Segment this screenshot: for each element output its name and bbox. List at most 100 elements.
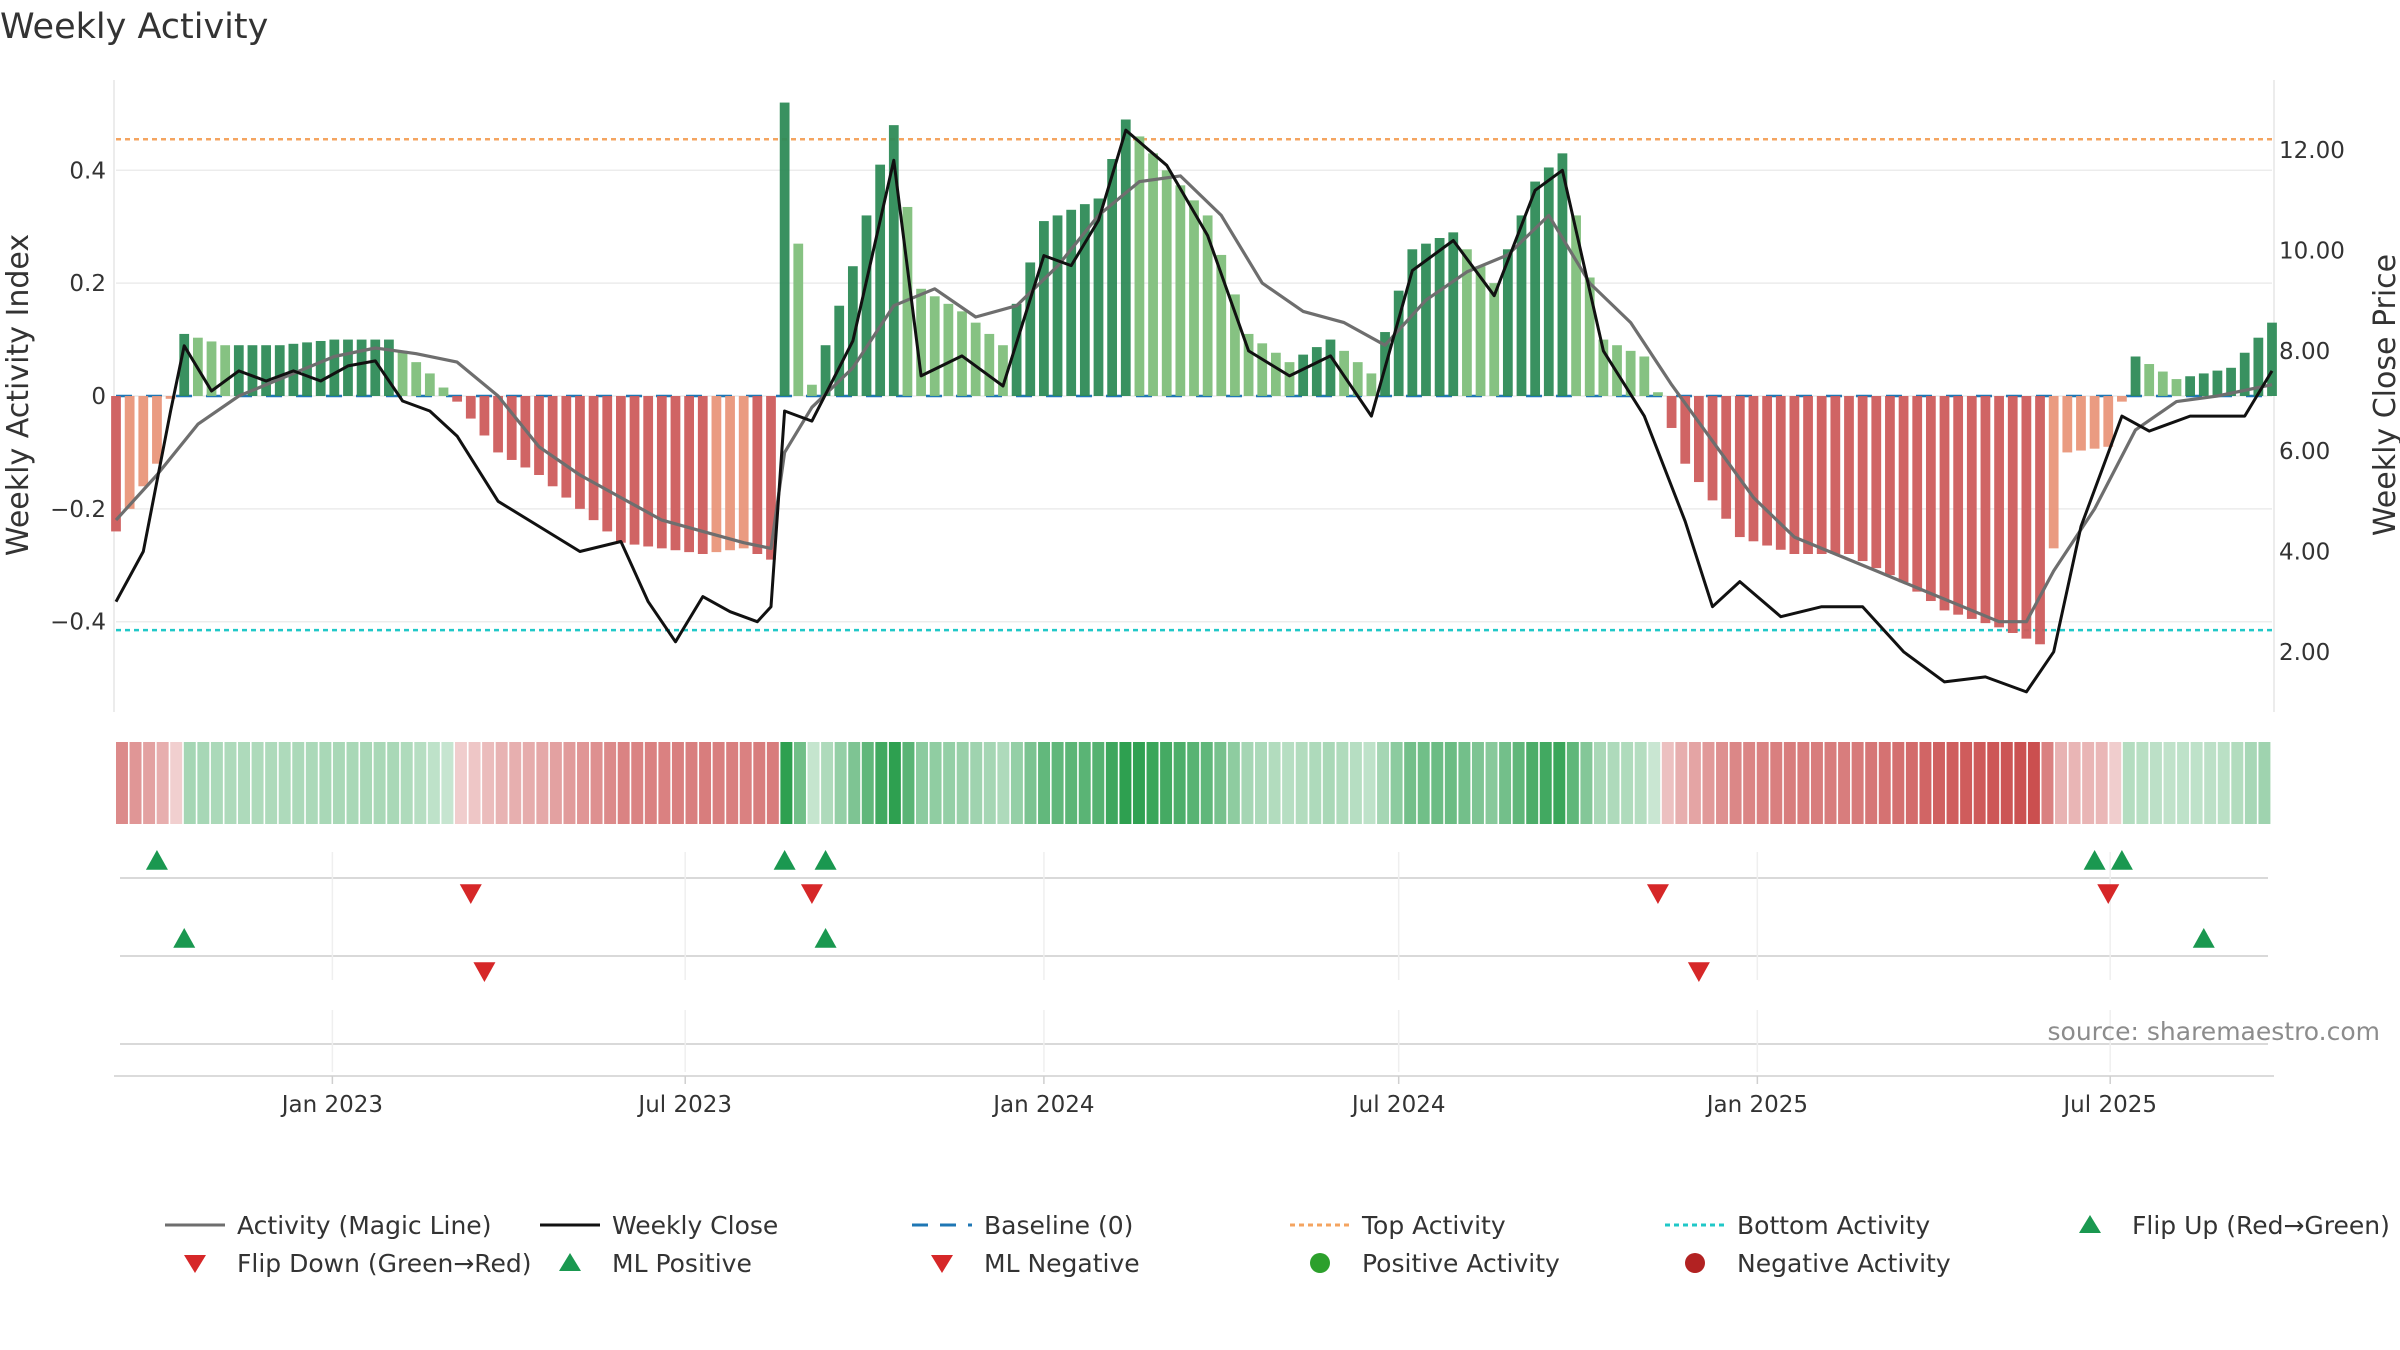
strip-cell — [671, 742, 684, 824]
activity-bar — [1898, 396, 1909, 583]
strip-cell — [970, 742, 983, 824]
source-credit: source: sharemaestro.com — [2048, 1017, 2381, 1046]
strip-cell — [346, 742, 359, 824]
activity-bar — [656, 396, 667, 549]
activity-bar — [1366, 373, 1377, 396]
strip-cell — [577, 742, 589, 824]
activity-bar — [2253, 337, 2264, 396]
activity-bar — [1257, 343, 1268, 396]
strip-cell — [1661, 742, 1674, 824]
flip-up-marker — [145, 850, 168, 870]
strip-cell — [1838, 742, 1851, 824]
strip-cell — [1539, 742, 1552, 824]
activity-bar — [1407, 249, 1418, 396]
activity-bar — [2239, 352, 2250, 396]
flip-down-marker — [800, 884, 823, 904]
strip-cell — [739, 742, 752, 824]
activity-bar — [1161, 170, 1172, 396]
strip-cell — [468, 742, 481, 824]
activity-bar — [807, 384, 817, 396]
strip-cell — [1363, 742, 1376, 824]
activity-bar — [424, 373, 435, 396]
strip-cell — [1716, 742, 1729, 824]
strip-cell — [278, 742, 291, 824]
activity-bar — [820, 345, 831, 396]
strip-cell — [1471, 742, 1484, 824]
strip-cell — [2122, 742, 2135, 824]
activity-bar — [875, 164, 886, 396]
strip-cell — [373, 742, 386, 824]
strip-cell — [1200, 742, 1213, 824]
activity-bar — [588, 396, 599, 521]
strip-cell — [753, 742, 766, 824]
strip-cell — [495, 742, 508, 824]
legend-item: Activity (Magic Line) — [165, 1211, 491, 1240]
activity-bars — [111, 102, 2277, 645]
strip-cell — [1634, 742, 1647, 824]
strip-cell — [265, 742, 278, 824]
x-tick-label: Jan 2024 — [991, 1092, 1094, 1118]
activity-bar — [766, 396, 776, 560]
strip-cell — [1024, 742, 1037, 824]
activity-bar — [1694, 396, 1704, 483]
strip-cell — [1146, 742, 1159, 824]
strip-cell — [726, 742, 739, 824]
strip-cell — [1783, 742, 1796, 824]
activity-bar — [2076, 396, 2086, 451]
strip-cell — [2095, 742, 2108, 824]
activity-bar — [1025, 262, 1036, 396]
strip-cell — [1607, 742, 1620, 824]
strip-cell — [929, 742, 942, 824]
y-tick-label: 0.4 — [69, 158, 106, 184]
strip-cell — [482, 742, 495, 824]
activity-bar — [738, 396, 749, 549]
strip-cell — [780, 742, 793, 824]
strip-cell — [2163, 742, 2176, 824]
activity-bar — [1052, 215, 1063, 396]
strip-cell — [1960, 742, 1973, 824]
strip-cell — [834, 742, 847, 824]
activity-bar — [124, 396, 135, 509]
activity-bar — [1653, 392, 1663, 396]
y2-tick-label: 4.00 — [2279, 539, 2330, 565]
strip-cell — [2244, 742, 2257, 824]
strip-cell — [1132, 742, 1145, 824]
activity-bar — [1516, 215, 1527, 396]
flip-down-marker — [2097, 884, 2120, 904]
strip-cell — [319, 742, 332, 824]
activity-bar — [138, 396, 149, 487]
strip-cell — [1322, 742, 1335, 824]
activity-bar — [1707, 396, 1718, 501]
strip-cell — [1919, 742, 1932, 824]
activity-bar — [1789, 396, 1800, 554]
activity-bar — [1734, 396, 1745, 538]
strip-cell — [1390, 742, 1403, 824]
activity-bar — [629, 396, 640, 545]
strip-cell — [658, 742, 671, 824]
magic-line — [114, 174, 2273, 624]
activity-bar — [1284, 362, 1295, 396]
activity-bar — [2212, 370, 2223, 396]
strip-cell — [509, 742, 522, 824]
strip-cell — [766, 742, 779, 824]
activity-bar — [1202, 215, 1213, 396]
activity-bar — [1475, 266, 1486, 396]
activity-bar — [479, 396, 490, 436]
strip-cell — [197, 742, 210, 824]
activity-bar — [2021, 396, 2032, 639]
strip-cell — [387, 742, 400, 824]
y-axis-label: Weekly Activity Index — [1, 234, 36, 556]
legend-item: Flip Down (Green→Red) — [184, 1249, 532, 1278]
activity-bar — [1093, 198, 1104, 396]
strip-cell — [1444, 742, 1457, 824]
activity-bar — [793, 243, 804, 396]
ml-positive-marker — [2192, 928, 2215, 948]
activity-bar — [2130, 356, 2141, 396]
strip-cell — [1729, 742, 1742, 824]
strip-cell — [888, 742, 901, 824]
strip-cell — [1227, 742, 1240, 824]
activity-bar — [384, 339, 394, 396]
strip-cell — [861, 742, 874, 824]
strip-cell — [2177, 742, 2190, 824]
legend-label: ML Positive — [612, 1249, 752, 1278]
